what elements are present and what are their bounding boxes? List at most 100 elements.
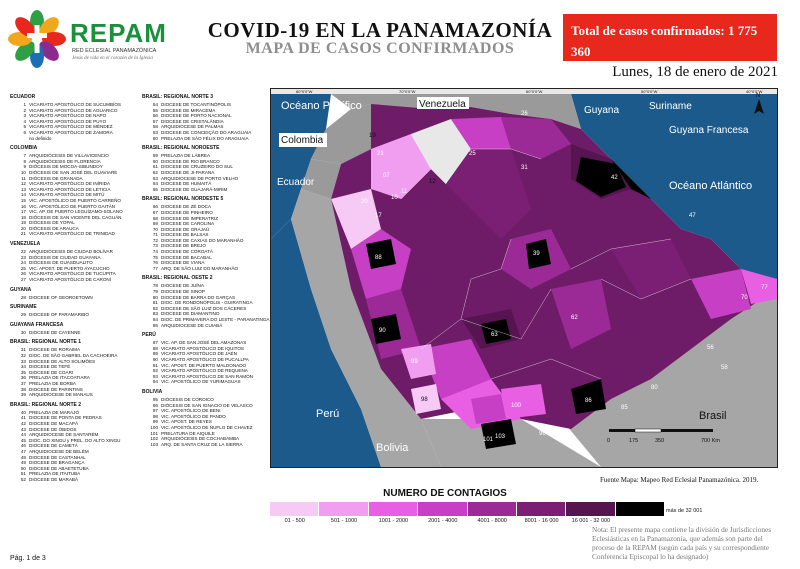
jurisdiction-number: 21 <box>20 231 26 237</box>
panamazonia-map: 80°0'0"W 70°0'0"W 60°0'0"W 50°0'0"W 40°0… <box>271 89 777 467</box>
legend-label: 01 - 500 <box>284 518 305 524</box>
jurisdiction-item: 66 DIOCESE DE ZÉ DOCA <box>142 204 267 210</box>
jurisdiction-number: 55 <box>152 107 158 113</box>
jurisdiction-item: 31 DIOCESE DE RORAIMA <box>10 347 130 353</box>
jurisdiction-number: 67 <box>152 209 158 215</box>
geo-labels: Océano Pacífico Venezuela Guyana Surinam… <box>277 97 752 454</box>
jurisdiction-number: 69 <box>152 221 158 227</box>
colombia-label-bg <box>279 133 327 147</box>
jurisdiction-name: DIÓCESIS DE GRANADA <box>29 175 83 181</box>
jurisdiction-item: 28 DIOCESE OF GEORGETOWN <box>10 295 130 301</box>
jurisdiction-item: 74 DIOCESE DE COROATÁ <box>142 249 267 255</box>
region-number: 11 <box>401 189 408 195</box>
jurisdiction-name: VICARIATO APOSTÓLICO DE PUCALLPA <box>161 356 249 362</box>
jurisdiction-number: 33 <box>20 358 26 364</box>
legend-label <box>616 518 665 524</box>
jurisdiction-item: 68 DIOCESE DE IMPERATRIZ <box>142 216 267 222</box>
region-number: 39 <box>533 251 540 257</box>
jurisdiction-number: 40 <box>20 409 26 415</box>
jurisdiction-item: 47 ARQUIDIOCESE DE BELÉM <box>10 449 130 455</box>
jurisdiction-item: 83 DIOCESE DE DIAMANTINO <box>142 311 267 317</box>
region-99 <box>401 344 436 379</box>
region-maranhao <box>691 269 751 319</box>
jurisdiction-item: 13 VICARIATO APOSTÓLICO DE LETICIA <box>10 187 130 193</box>
jurisdiction-item: 37 PRELAZIA DE BORBA <box>10 381 130 387</box>
colombia-land <box>311 104 371 164</box>
jurisdiction-item: 35 DIOCESE DE COARI <box>10 370 130 376</box>
jurisdiction-number: 83 <box>152 311 158 317</box>
legend-swatch <box>319 502 369 516</box>
jurisdiction-item: 65 DIOCESE DE GUAJARÁ-MIRIM <box>142 187 267 193</box>
jurisdiction-item: 60 DIOCESE DE RIO BRANCO <box>142 159 267 165</box>
ecuador-label: Ecuador <box>277 177 315 188</box>
jurisdiction-name: no definido <box>29 135 52 141</box>
jurisdiction-list-right: BRASIL: REGIONAL NORTE 3 54 DIOCESE DE TOC… <box>142 90 269 447</box>
jurisdiction-number: 2 <box>23 107 26 113</box>
peru-land <box>291 189 441 467</box>
jurisdiction-item: 63 ARQUIDIOCESE DE PORTO VELHO <box>142 176 267 182</box>
venezuela-label: Venezuela <box>419 99 466 110</box>
region-25 <box>451 117 511 149</box>
jurisdiction-number: 75 <box>152 254 158 260</box>
jurisdiction-number: 76 <box>152 260 158 266</box>
jurisdiction-name: VICARIATO APOSTÓLICO DE ZAMORA <box>29 129 113 135</box>
jurisdiction-item: 26 VICARIATO APOSTÓLICO DE TUCUPITA <box>10 271 130 277</box>
region-number: 90 <box>379 328 386 334</box>
jurisdiction-number: 8 <box>23 158 26 164</box>
jurisdiction-number: 42 <box>20 420 26 426</box>
jurisdiction-name: DIOCESE DE ABAETETUBA <box>29 465 89 471</box>
jurisdiction-number: 11 <box>21 175 26 181</box>
jurisdiction-name: DIOCESE OF GEORGETOWN <box>29 294 93 300</box>
jurisdiction-number: 12 <box>20 181 26 187</box>
jurisdiction-item: 40 PRELAZIA DE MARAJÓ <box>10 410 130 416</box>
jurisdiction-name: DIÓCESIS DE SAN IGNACIO DE VELASCO <box>161 402 253 408</box>
region-number: 80 <box>651 385 658 391</box>
jurisdiction-item: 93 VICARIATO APOSTÓLICO DE SAN RAMÓN <box>142 374 267 380</box>
section-heading: SURINAME <box>10 304 37 311</box>
jurisdiction-number: 81 <box>152 300 158 306</box>
legend-label: 16 001 - 32 000 <box>571 518 611 524</box>
jurisdiction-number: 50 <box>20 465 26 471</box>
pacific-label: Océano Pacífico <box>281 100 362 112</box>
jurisdiction-number: 56 <box>152 113 158 119</box>
jurisdiction-item: 45 DIOC. DO XINGU y PREL. DO ALTO XINGU <box>10 438 130 444</box>
jurisdiction-number: 49 <box>20 460 26 466</box>
jurisdiction-item: 29 DIOCESE OF PARAMARIBO <box>10 312 130 318</box>
jurisdiction-name: VICARIATO APOSTÓLICO DE TRINIDAD <box>29 231 115 237</box>
jurisdiction-name: DIOCESE DE MACAPÁ <box>29 420 79 426</box>
map-source: Fuente Mapa: Mapeo Red Eclesial Panamazó… <box>600 476 759 484</box>
region-42-core <box>611 159 651 199</box>
jurisdiction-name: DIOCESE DE COARI <box>29 369 74 375</box>
jurisdiction-name: DIOC. DE SÃO GABRIEL DA CACHOEIRA <box>29 353 118 358</box>
jurisdiction-item: 85 ARQUIDIOCESE DE CUIABÁ <box>142 323 267 329</box>
jurisdiction-number: 52 <box>20 476 26 482</box>
region-number: 70 <box>741 295 748 301</box>
jurisdiction-name: PRELAZIA DE LÁBREA <box>161 153 211 159</box>
legend-swatch <box>467 502 517 516</box>
section-heading: PERÚ <box>142 332 156 339</box>
section-heading: BRASIL: REGIONAL NORTE 1 <box>10 339 82 346</box>
coord-labels: 80°0'0"W 70°0'0"W 60°0'0"W 50°0'0"W 40°0… <box>296 89 763 94</box>
jurisdiction-name: DIOCESE DE CAMETÁ <box>29 443 78 449</box>
jurisdiction-number: 18 <box>20 214 26 220</box>
jurisdiction-name: DIOCESE DE CASTANHAL <box>29 454 86 460</box>
jurisdiction-number: 25 <box>20 265 26 271</box>
section-heading: BRASIL: REGIONAL NORDESTE 5 <box>142 196 224 203</box>
jurisdiction-name: VICARIATO APOSTÓLICO DE PUYO <box>29 118 107 124</box>
suriname-label: Suriname <box>649 101 692 112</box>
jurisdiction-number: 80 <box>152 294 158 300</box>
total-cases: Total de casos confirmados: 1 775 360 <box>571 23 758 59</box>
jurisdiction-name: VIC. APOSTÓLICO DE PUERTO GAITÁN <box>29 203 116 209</box>
jurisdiction-item: 36 PRELAZIA DE ITACOATIARA <box>10 375 130 381</box>
jurisdiction-name: DIOCESE DE TOCANTINÓPOLIS <box>161 102 232 107</box>
jurisdiction-number: 92 <box>152 368 158 374</box>
region-number: 58 <box>721 365 728 371</box>
jurisdiction-number: 44 <box>20 432 26 438</box>
jurisdiction-item: 55 DIOCESE DE MIRACEMA <box>142 108 267 114</box>
region-100 <box>471 394 506 424</box>
jurisdiction-number: 98 <box>152 413 158 419</box>
jurisdiction-name: VIC. APOSTÓLICO DE PUERTO CARREÑO <box>29 197 121 203</box>
jurisdiction-name: DIÓCESIS DE GUASDUALITO <box>29 260 93 266</box>
jurisdiction-name: VIC. APOST. DE PUERTO MALDONADO <box>161 362 247 368</box>
region-bolivia-north <box>421 339 491 399</box>
